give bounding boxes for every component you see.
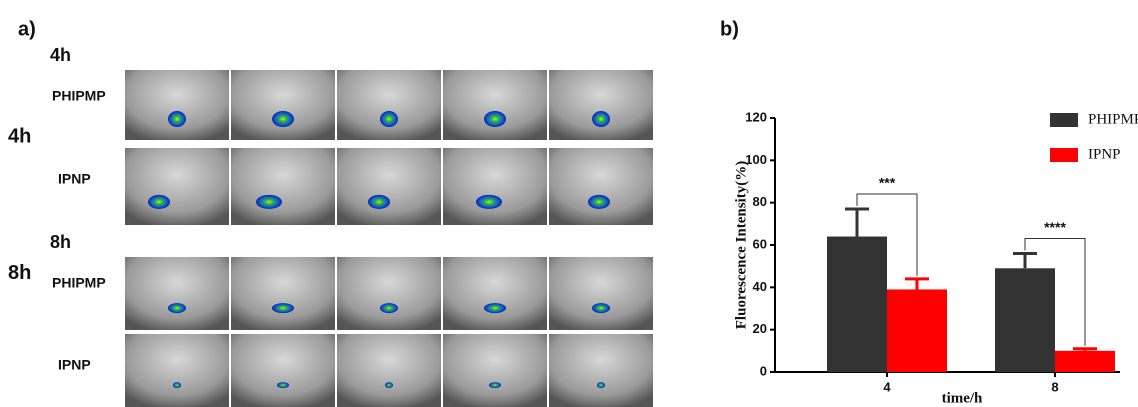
mouse-image: [337, 148, 441, 225]
panel-label: b): [720, 18, 739, 40]
mouse-image: [231, 257, 335, 330]
mouse-image: [231, 334, 335, 407]
signal-spot: [168, 111, 186, 127]
y-tick-label: 20: [753, 321, 767, 336]
legend-swatch: [1050, 113, 1078, 127]
legend-label: PHIPMP: [1088, 111, 1138, 127]
time-label: 8h: [50, 232, 71, 252]
mouse-image: [231, 148, 335, 225]
signal-spot: [484, 303, 506, 313]
signal-spot: [476, 195, 502, 209]
error-bar: [1073, 349, 1097, 351]
significance-label: ***: [879, 175, 896, 191]
mouse-image: [337, 257, 441, 330]
time-label: 4h: [50, 45, 71, 65]
mouse-image: [443, 334, 547, 407]
y-tick-label: 40: [753, 279, 767, 294]
y-tick-label: 80: [753, 194, 767, 209]
y-tick-label: 60: [753, 236, 767, 251]
mouse-image: [337, 334, 441, 407]
mouse-image: [125, 334, 229, 407]
signal-spot: [592, 111, 610, 127]
bar: [1055, 351, 1115, 372]
legend-swatch: [1050, 148, 1078, 162]
signal-spot: [148, 195, 170, 209]
signal-spot: [489, 382, 501, 388]
error-bar: [1013, 253, 1037, 268]
mouse-image: [443, 257, 547, 330]
signal-spot: [256, 195, 282, 209]
y-tick-label: 0: [760, 363, 767, 378]
mouse-image: [549, 257, 653, 330]
side-label: 8h: [8, 262, 31, 284]
signal-spot: [380, 111, 398, 127]
x-tick-label: 8: [1051, 379, 1058, 394]
mouse-image: [125, 70, 229, 140]
mouse-image: [125, 148, 229, 225]
legend-label: IPNP: [1088, 146, 1121, 162]
group-label: PHIPMP: [52, 88, 106, 104]
side-label: 4h: [8, 125, 31, 147]
signal-spot: [588, 195, 610, 209]
y-tick-label: 120: [745, 109, 767, 124]
image-panel: 4h PHIPMP 4h IPNP 8h PHIPMP 8h IPNP: [8, 45, 653, 407]
group-label: PHIPMP: [52, 275, 106, 291]
y-axis-label: Fluorescence Intensity(%): [733, 161, 749, 329]
signal-spot: [380, 303, 398, 313]
mouse-image: [443, 70, 547, 140]
mouse-image: [125, 257, 229, 330]
mouse-image: [443, 148, 547, 225]
group-label: IPNP: [58, 357, 91, 373]
signal-spot: [597, 382, 605, 388]
x-axis-label: time/h: [942, 390, 983, 406]
group-label: IPNP: [58, 171, 91, 187]
mouse-image: [549, 148, 653, 225]
bar: [887, 289, 947, 372]
signal-spot: [168, 303, 186, 313]
significance-label: ****: [1044, 219, 1066, 235]
panel-label: a): [18, 18, 36, 40]
error-bar: [905, 279, 929, 290]
bar: [827, 237, 887, 372]
signal-spot: [368, 195, 390, 209]
figure: a) b) 4h PHIPMP 4h IPNP 8h PHIPMP 8h IPNP 0 20 40…: [0, 0, 1138, 407]
mouse-image: [549, 334, 653, 407]
bar: [995, 268, 1055, 372]
x-tick-label: 4: [883, 379, 891, 394]
mouse-image: [231, 70, 335, 140]
signal-spot: [272, 303, 294, 313]
signal-spot: [277, 382, 289, 388]
error-bar: [845, 209, 869, 237]
signal-spot: [173, 382, 181, 388]
mouse-image: [549, 70, 653, 140]
signal-spot: [592, 303, 610, 313]
signal-spot: [385, 382, 393, 388]
mouse-image: [337, 70, 441, 140]
signal-spot: [484, 111, 506, 127]
signal-spot: [272, 111, 294, 127]
